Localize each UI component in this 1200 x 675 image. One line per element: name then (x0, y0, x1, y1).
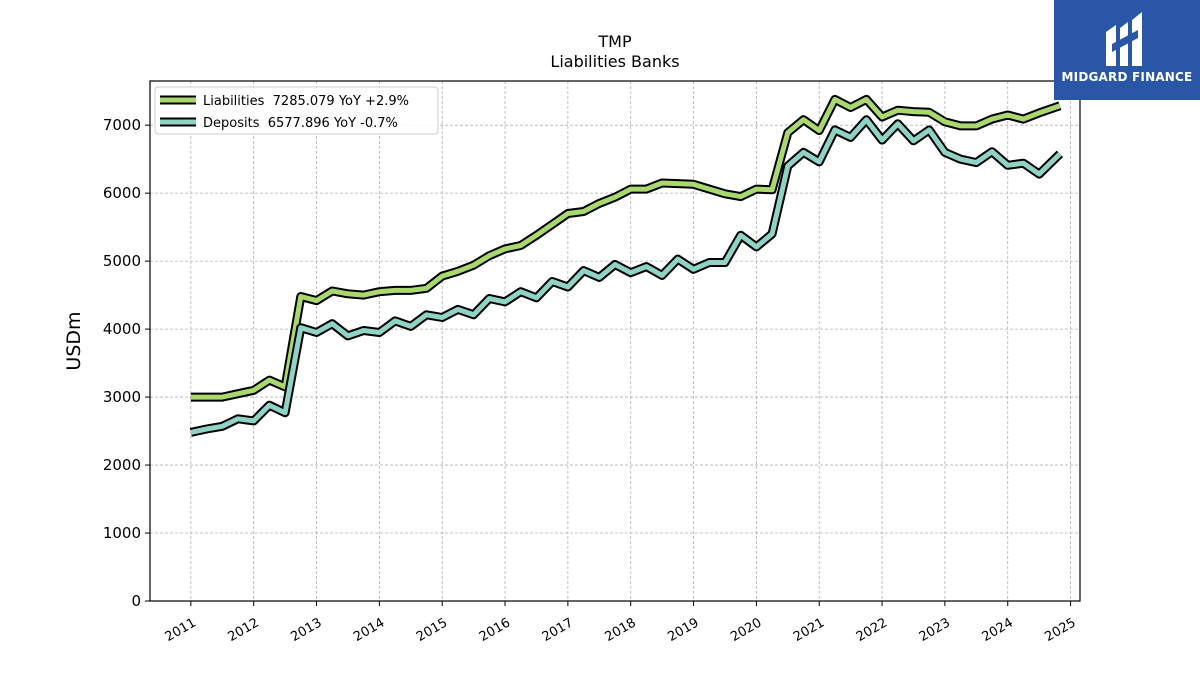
chart-subtitle: Liabilities Banks (550, 52, 680, 71)
y-tick-label: 6000 (103, 184, 141, 202)
grid (150, 81, 1080, 602)
y-tick-label: 4000 (103, 320, 141, 338)
x-tick-label: 2020 (728, 615, 764, 645)
series-lines (189, 94, 1064, 437)
y-tick-label: 0 (131, 592, 141, 610)
liabilities-line (190, 96, 1061, 400)
logo-text: MIDGARD FINANCE (1061, 70, 1193, 84)
x-tick-label: 2017 (540, 615, 576, 645)
y-tick-label: 7000 (103, 116, 141, 134)
x-tick-label: 2021 (791, 615, 827, 645)
x-tick-label: 2016 (477, 615, 513, 645)
brand-logo: MIDGARD FINANCE (1054, 0, 1200, 100)
y-tick-label: 1000 (103, 524, 141, 542)
legend-label-liabilities: Liabilities 7285.079 YoY +2.9% (203, 94, 409, 109)
chart-title: TMP (598, 32, 632, 51)
x-tick-label: 2019 (665, 615, 701, 645)
x-tick-label: 2013 (288, 615, 324, 645)
x-tick-label: 2011 (163, 615, 199, 645)
y-axis-label: USDm (63, 311, 85, 370)
deposits-line-outline (189, 115, 1064, 437)
legend: Liabilities 7285.079 YoY +2.9% Deposits 6… (154, 86, 439, 135)
y-tick-label: 5000 (103, 252, 141, 270)
x-tick-label: 2015 (414, 615, 450, 645)
liabilities-line-outline (190, 94, 1062, 402)
x-tick-label: 2018 (603, 615, 639, 645)
legend-label-deposits: Deposits 6577.896 YoY -0.7% (203, 116, 398, 131)
x-tick-label: 2012 (226, 615, 262, 645)
logo-mark-icon (1106, 12, 1142, 66)
x-tick-label: 2014 (351, 615, 387, 645)
plot-frame (149, 80, 1081, 602)
x-tick-label: 2022 (854, 615, 890, 645)
legend-box (154, 86, 439, 135)
axes: 0 1000 2000 3000 4000 5000 6000 7000 2011 2012 201… (103, 116, 1079, 645)
y-tick-label: 3000 (103, 388, 141, 406)
x-tick-label: 2023 (917, 615, 953, 645)
x-tick-label: 2025 (1042, 615, 1078, 645)
deposits-line (190, 117, 1062, 435)
y-tick-label: 2000 (103, 456, 141, 474)
x-tick-label: 2024 (980, 615, 1016, 645)
